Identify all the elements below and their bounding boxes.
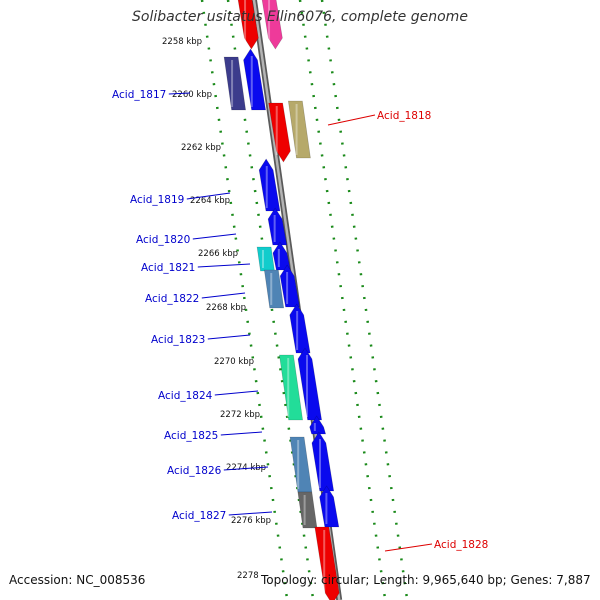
kbp-label: 2266 kbp (198, 249, 238, 259)
leader-line (223, 466, 269, 471)
gene-arrow (268, 102, 291, 163)
kbp-label: 2264 kbp (190, 196, 230, 206)
gene-arrow (261, 0, 283, 50)
gene-arrow (272, 241, 291, 271)
genome-title: Solibacter usitatus Ellin6076, complete … (132, 9, 468, 25)
leader-line (192, 233, 237, 240)
gene-arrow (279, 354, 303, 421)
gene-arrow (279, 264, 300, 308)
gene-label-left: Acid_1822 (145, 293, 199, 305)
gene-label-left: Acid_1826 (167, 465, 222, 477)
leader-line (220, 431, 263, 436)
gene-label-left: Acid_1825 (164, 430, 218, 442)
track-band (216, 0, 392, 600)
leader-line (228, 511, 273, 516)
ruler-line (200, 0, 289, 600)
gene-label-left: Acid_1820 (136, 234, 190, 246)
ruler-line (226, 0, 315, 600)
gene-label-left: Acid_1827 (172, 510, 226, 522)
gene-arrow (223, 56, 246, 111)
topology-label: Topology: circular; Length: 9,965,640 bp… (261, 573, 591, 587)
gene-label-left: Acid_1817 (112, 89, 166, 101)
gene-arrow (243, 48, 266, 111)
gene-arrow (319, 485, 340, 528)
gene-arrow (237, 0, 259, 50)
gene-label-right: Acid_1818 (377, 110, 431, 122)
leader-line (201, 292, 246, 299)
ruler-line (320, 0, 409, 600)
gene-label-right: Acid_1828 (434, 539, 488, 551)
leader-line (214, 390, 259, 396)
gene-label-left: Acid_1821 (141, 262, 195, 274)
gene-arrow (256, 246, 275, 272)
leader-line (186, 192, 231, 200)
leader-line (384, 543, 433, 552)
kbp-label: 2260 kbp (172, 90, 212, 100)
gene-arrow (287, 100, 311, 159)
kbp-label: 2270 kbp (214, 357, 254, 367)
gene-label-left: Acid_1824 (158, 390, 213, 402)
kbp-label: 2278 (237, 571, 259, 581)
leader-line (327, 114, 376, 126)
kbp-label: 2276 kbp (231, 516, 271, 526)
gene-arrow (314, 526, 340, 600)
ruler-line (298, 0, 387, 600)
leader-line (197, 263, 251, 268)
accession-label: Accession: NC_008536 (9, 573, 146, 587)
gene-arrow (263, 269, 285, 309)
gene-label-left: Acid_1819 (130, 194, 184, 206)
kbp-label: 2268 kbp (206, 303, 246, 313)
leader-line (168, 92, 191, 95)
gene-arrow (258, 158, 281, 212)
gene-label-left: Acid_1823 (151, 334, 205, 346)
kbp-label: 2258 kbp (162, 37, 202, 47)
kbp-label: 2272 kbp (220, 410, 260, 420)
kbp-label: 2262 kbp (181, 143, 221, 153)
leader-line (207, 334, 251, 340)
